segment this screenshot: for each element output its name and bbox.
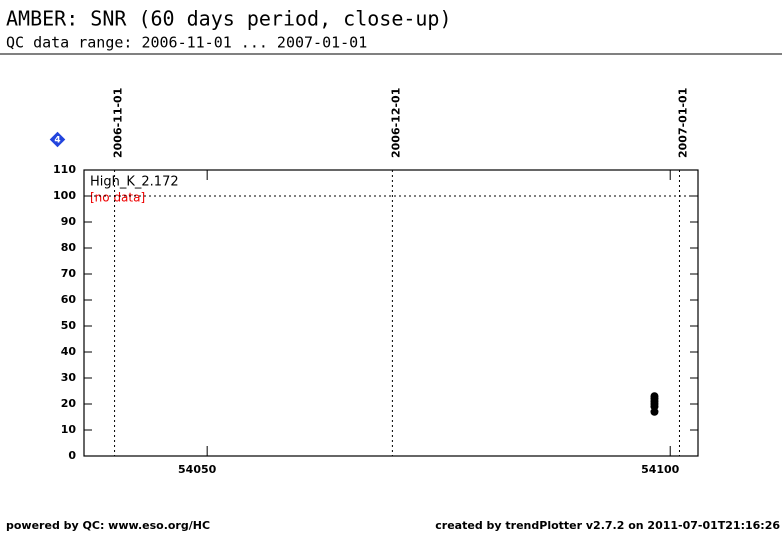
status-note: [no data] <box>90 191 145 205</box>
y-tick-label: 30 <box>61 371 77 384</box>
footer-right: created by trendPlotter v2.7.2 on 2011-0… <box>435 519 780 532</box>
chart-subtitle: QC data range: 2006-11-01 ... 2007-01-01 <box>6 34 367 52</box>
y-tick-label: 10 <box>61 423 77 436</box>
y-tick-label: 90 <box>61 215 77 228</box>
date-marker-label: 2007-01-01 <box>676 88 689 158</box>
y-tick-label: 70 <box>61 267 77 280</box>
y-tick-label: 110 <box>53 163 76 176</box>
y-tick-label: 100 <box>53 189 76 202</box>
y-tick-label: 60 <box>61 293 77 306</box>
footer-left: powered by QC: www.eso.org/HC <box>6 519 210 532</box>
badge-text: 4 <box>54 136 60 146</box>
series-label: High_K_2.172 <box>90 175 179 190</box>
chart-title: AMBER: SNR (60 days period, close-up) <box>6 7 452 31</box>
y-tick-label: 0 <box>68 449 76 462</box>
y-tick-label: 20 <box>61 397 77 410</box>
badge: 4 <box>49 131 66 148</box>
x-tick-label: 54050 <box>178 463 217 476</box>
y-tick-label: 40 <box>61 345 77 358</box>
x-tick-label: 54100 <box>641 463 680 476</box>
date-marker-label: 2006-12-01 <box>389 88 402 158</box>
plot-frame <box>83 169 699 457</box>
badge-diamond <box>49 131 66 148</box>
y-tick-label: 50 <box>61 319 77 332</box>
date-marker-label: 2006-11-01 <box>112 88 125 158</box>
data-point <box>650 392 659 401</box>
y-tick-label: 80 <box>61 241 77 254</box>
